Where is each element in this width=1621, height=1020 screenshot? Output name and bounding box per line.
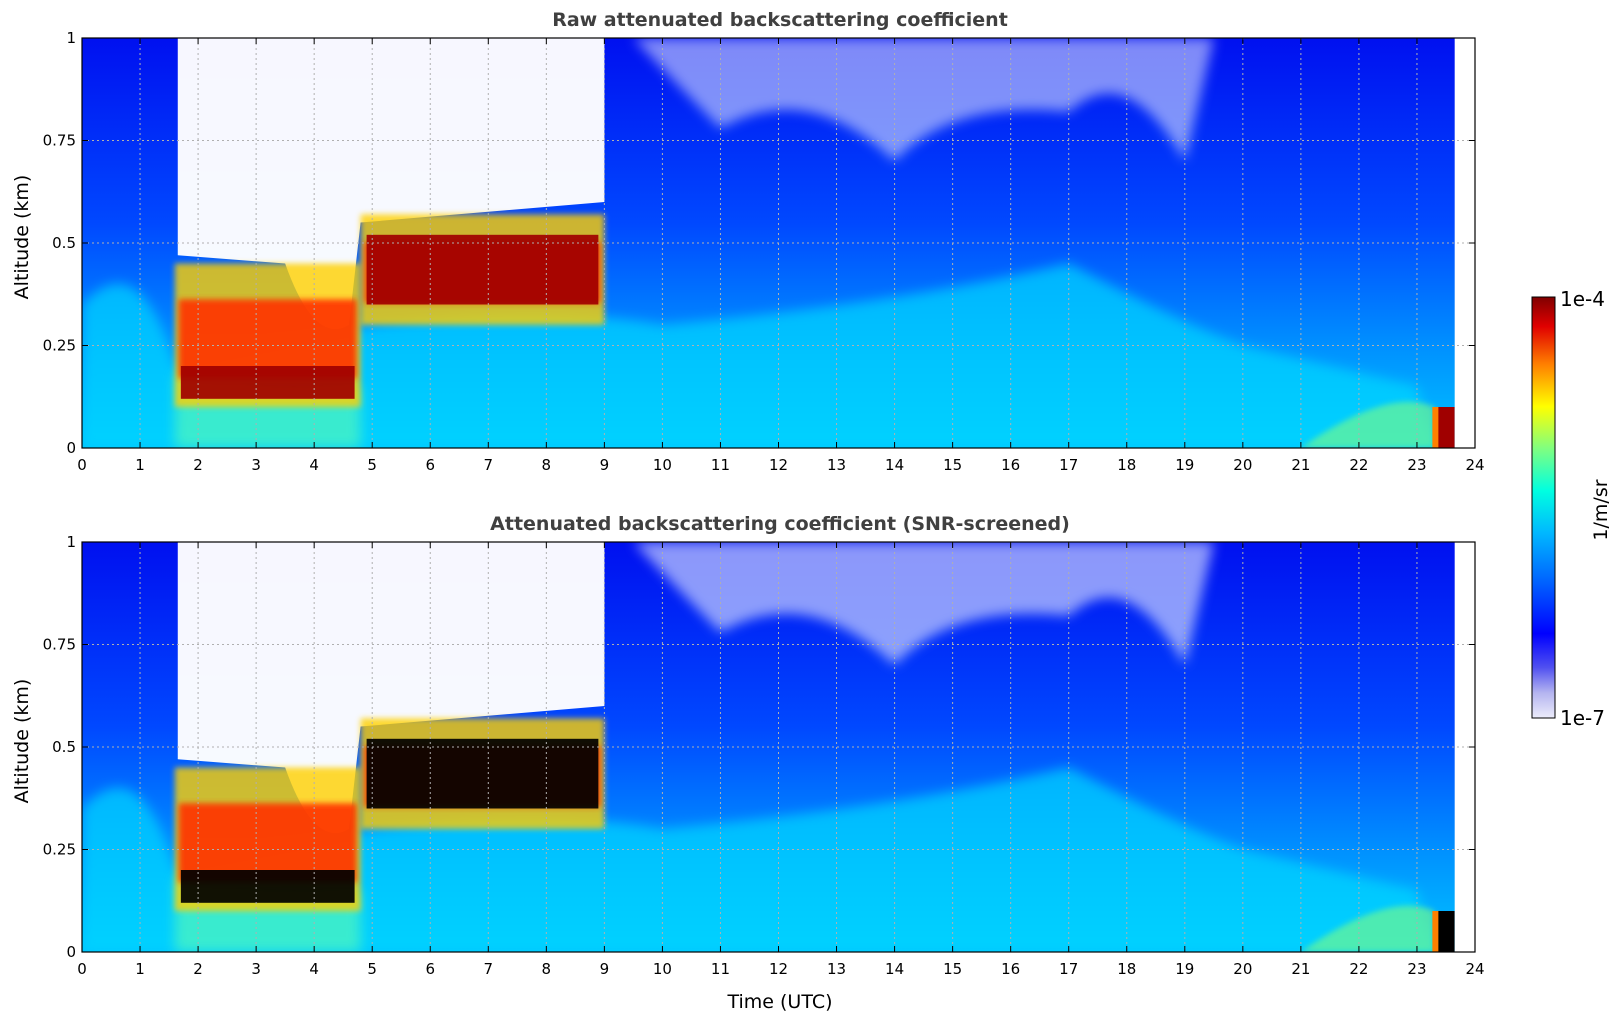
x-tick-label: 16: [1001, 456, 1020, 474]
aerosol-layer: [82, 263, 1435, 448]
cloud-mid: [178, 299, 357, 379]
x-tick-label: 21: [1291, 456, 1310, 474]
x-tick-label: 4: [309, 456, 319, 474]
x-axis-label: Time (UTC): [726, 991, 832, 1013]
aerosol-layer: [82, 767, 1435, 952]
x-tick-label: 8: [542, 960, 552, 978]
x-tick-label: 5: [367, 456, 377, 474]
x-tick-label: 24: [1465, 960, 1484, 978]
surface-signal-edge: [1432, 407, 1439, 448]
x-tick-label: 20: [1233, 456, 1252, 474]
x-tick-label: 12: [769, 456, 788, 474]
grid-lines: [82, 542, 1475, 952]
x-tick-label: 19: [1175, 960, 1194, 978]
x-tick-label: 10: [653, 960, 672, 978]
x-tick-label: 8: [542, 456, 552, 474]
x-tick-label: 20: [1233, 960, 1252, 978]
x-tick-label: 11: [711, 456, 730, 474]
x-tick-label: 1: [135, 456, 145, 474]
y-tick-label: 0.25: [43, 337, 76, 355]
axes: 0 1 2 3 4 5 6 7 8 9 10 11 12 13 14 15 16 17 18 19 20 21 22 23 24…: [43, 29, 1485, 474]
x-tick-label: 21: [1291, 960, 1310, 978]
late-aerosol: [1300, 905, 1435, 952]
x-tick-label: 9: [600, 456, 610, 474]
y-tick-label: 1: [66, 533, 76, 551]
noise-region: [177, 38, 605, 330]
x-tick-label: 9: [600, 960, 610, 978]
x-tick-label: 2: [193, 456, 203, 474]
x-tick-label: 2: [193, 960, 203, 978]
cloud-core: [180, 870, 355, 903]
cloud-core: [366, 234, 599, 305]
x-tick-label: 24: [1465, 456, 1484, 474]
y-axis-label: Altitude (km): [11, 175, 33, 300]
y-tick-label: 0: [66, 439, 76, 457]
x-tick-label: 22: [1349, 960, 1368, 978]
grid-lines: [82, 38, 1475, 448]
y-tick-label: 0.25: [43, 841, 76, 859]
snr-screened-backscatter-panel: Attenuated backscattering coefficient (S…: [11, 513, 1485, 1013]
x-tick-label: 0: [77, 456, 87, 474]
cloud-core: [180, 366, 355, 399]
cloud-mid: [178, 803, 357, 883]
y-tick-label: 0.5: [52, 234, 76, 252]
surface-signal-edge: [1432, 911, 1439, 952]
colorbar: 1e-4 1e-7 1/m/sr: [1531, 287, 1612, 730]
noise-region: [177, 542, 605, 834]
y-tick-label: 1: [66, 29, 76, 47]
x-tick-label: 19: [1175, 456, 1194, 474]
x-tick-label: 0: [77, 960, 87, 978]
y-tick-label: 0.75: [43, 132, 76, 150]
y-tick-label: 0: [66, 943, 76, 961]
x-tick-label: 17: [1059, 960, 1078, 978]
x-tick-label: 23: [1407, 960, 1426, 978]
x-tick-label: 3: [251, 960, 261, 978]
x-tick-label: 10: [653, 456, 672, 474]
colorbar-gradient: [1531, 296, 1556, 719]
x-tick-label: 4: [309, 960, 319, 978]
x-tick-label: 23: [1407, 456, 1426, 474]
x-tick-label: 12: [769, 960, 788, 978]
late-aerosol: [1300, 401, 1435, 448]
x-tick-label: 15: [943, 456, 962, 474]
surface-signal: [1434, 407, 1455, 448]
x-tick-label: 5: [367, 960, 377, 978]
x-tick-label: 11: [711, 960, 730, 978]
colorbar-max-label: 1e-4: [1560, 287, 1605, 311]
axes: 0 1 2 3 4 5 6 7 8 9 10 11 12 13 14 15 16 17 18 19 20 21 22 23 24…: [43, 533, 1485, 978]
x-tick-label: 1: [135, 960, 145, 978]
x-tick-label: 6: [425, 456, 435, 474]
x-tick-label: 18: [1117, 456, 1136, 474]
x-tick-label: 14: [885, 456, 904, 474]
panel-title: Raw attenuated backscattering coefficien…: [552, 9, 1008, 31]
raw-backscatter-panel: Raw attenuated backscattering coefficien…: [11, 9, 1485, 474]
x-tick-label: 6: [425, 960, 435, 978]
y-axis-label: Altitude (km): [11, 679, 33, 804]
cloud-core: [366, 738, 599, 809]
x-tick-label: 15: [943, 960, 962, 978]
x-tick-label: 13: [827, 456, 846, 474]
colorbar-min-label: 1e-7: [1560, 706, 1605, 730]
surface-signal: [1434, 911, 1455, 952]
x-tick-label: 7: [484, 960, 494, 978]
x-tick-label: 3: [251, 456, 261, 474]
y-tick-label: 0.75: [43, 636, 76, 654]
x-tick-label: 14: [885, 960, 904, 978]
x-tick-label: 17: [1059, 456, 1078, 474]
y-tick-label: 0.5: [52, 738, 76, 756]
colorbar-units-label: 1/m/sr: [1590, 479, 1612, 540]
panel-title: Attenuated backscattering coefficient (S…: [490, 513, 1070, 535]
x-tick-label: 16: [1001, 960, 1020, 978]
x-tick-label: 13: [827, 960, 846, 978]
x-tick-label: 7: [484, 456, 494, 474]
x-tick-label: 22: [1349, 456, 1368, 474]
x-tick-label: 18: [1117, 960, 1136, 978]
